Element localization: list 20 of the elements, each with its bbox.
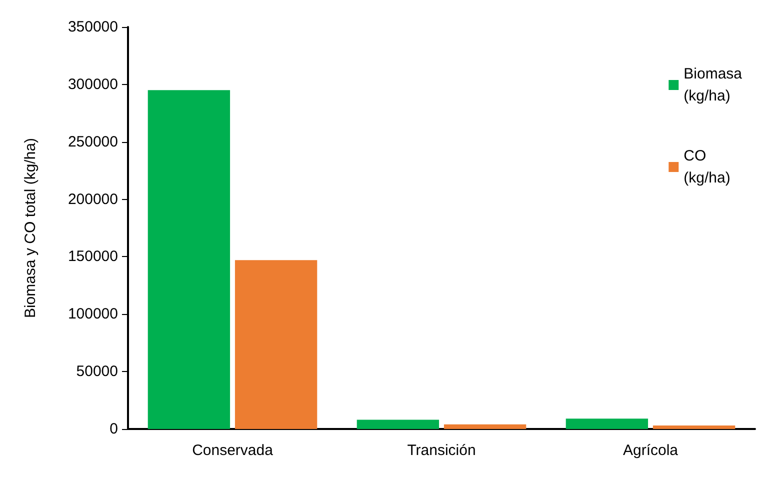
- bar: [148, 90, 230, 429]
- bar: [234, 260, 318, 429]
- legend-label: CO (kg/ha): [684, 148, 730, 186]
- y-tick-label: 350000: [68, 18, 118, 36]
- y-tick-label: 100000: [68, 306, 118, 323]
- x-tick-label: Agrícola: [622, 442, 679, 459]
- legend-label: Biomasa (kg/ha): [684, 66, 743, 104]
- x-tick-label: Conservada: [192, 442, 274, 459]
- bar: [444, 424, 526, 429]
- y-tick-label: 0: [110, 420, 118, 438]
- y-tick-label: 250000: [68, 133, 118, 150]
- y-tick-label: 300000: [68, 76, 118, 93]
- y-tick-label: 50000: [76, 363, 118, 380]
- bar: [566, 418, 648, 429]
- y-tick-label: 200000: [68, 190, 118, 208]
- y-tick-label: 150000: [68, 248, 118, 266]
- x-tick-label: Transición: [407, 442, 476, 459]
- bar: [356, 420, 440, 429]
- y-axis-title: Biomasa y CO total (kg/ha): [22, 138, 39, 318]
- bar: [652, 426, 736, 429]
